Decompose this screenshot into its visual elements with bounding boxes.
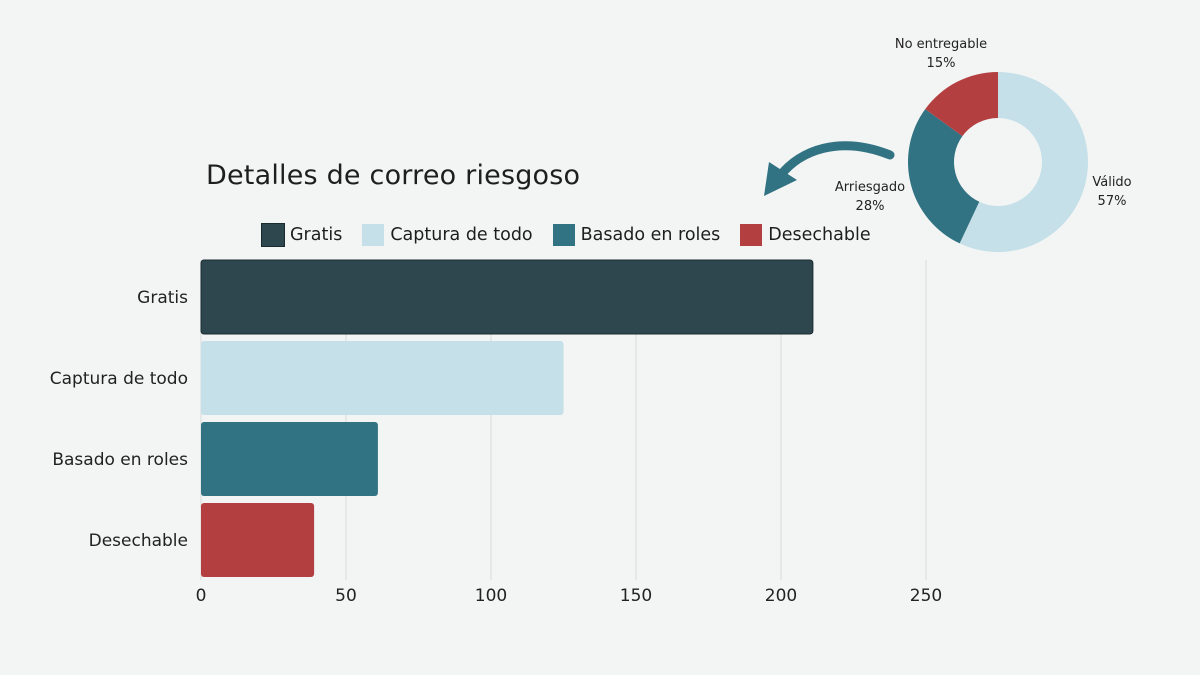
legend-item-roles: Basado en roles <box>553 224 721 246</box>
legend-swatch <box>553 224 575 246</box>
y-axis-label: Desechable <box>89 531 188 551</box>
bar-basado-en-roles <box>201 422 378 496</box>
bar-gratis <box>201 260 813 334</box>
bar-desechable <box>201 503 314 577</box>
legend: Gratis Captura de todo Basado en roles D… <box>262 224 871 246</box>
arrow-icon <box>780 146 890 176</box>
donut-label: Arriesgado <box>835 180 905 195</box>
legend-label: Basado en roles <box>581 225 721 245</box>
x-tick-label: 100 <box>475 586 507 606</box>
x-tick-label: 250 <box>910 586 942 606</box>
x-tick-label: 200 <box>765 586 797 606</box>
legend-swatch <box>740 224 762 246</box>
donut-label: No entregable <box>895 37 987 52</box>
y-axis-label: Basado en roles <box>52 450 188 470</box>
donut-value: 57% <box>1098 194 1127 209</box>
legend-swatch <box>362 224 384 246</box>
y-axis-labels: Gratis Captura de todo Basado en roles Dese… <box>50 288 188 551</box>
donut-label: Válido <box>1092 175 1131 190</box>
chart-title: Detalles de correo riesgoso <box>206 160 580 191</box>
y-axis-label: Captura de todo <box>50 369 188 389</box>
bar-captura-de-todo <box>201 341 564 415</box>
x-tick-label: 50 <box>335 586 357 606</box>
donut-value: 15% <box>927 56 956 71</box>
donut-labels: Válido 57% Arriesgado 28% No entregable 15% <box>835 37 1132 214</box>
x-axis-ticks: 0 50 100 150 200 250 <box>196 586 943 606</box>
donut-value: 28% <box>856 199 885 214</box>
legend-item-gratis: Gratis <box>262 224 342 246</box>
y-axis-label: Gratis <box>137 288 188 308</box>
legend-label: Desechable <box>768 225 870 245</box>
legend-item-desechable: Desechable <box>740 224 870 246</box>
legend-label: Gratis <box>290 225 342 245</box>
legend-label: Captura de todo <box>390 225 532 245</box>
legend-swatch <box>262 224 284 246</box>
x-tick-label: 150 <box>620 586 652 606</box>
legend-item-captura: Captura de todo <box>362 224 532 246</box>
bar-series <box>201 260 813 577</box>
x-tick-label: 0 <box>196 586 207 606</box>
donut-chart <box>908 72 1088 252</box>
